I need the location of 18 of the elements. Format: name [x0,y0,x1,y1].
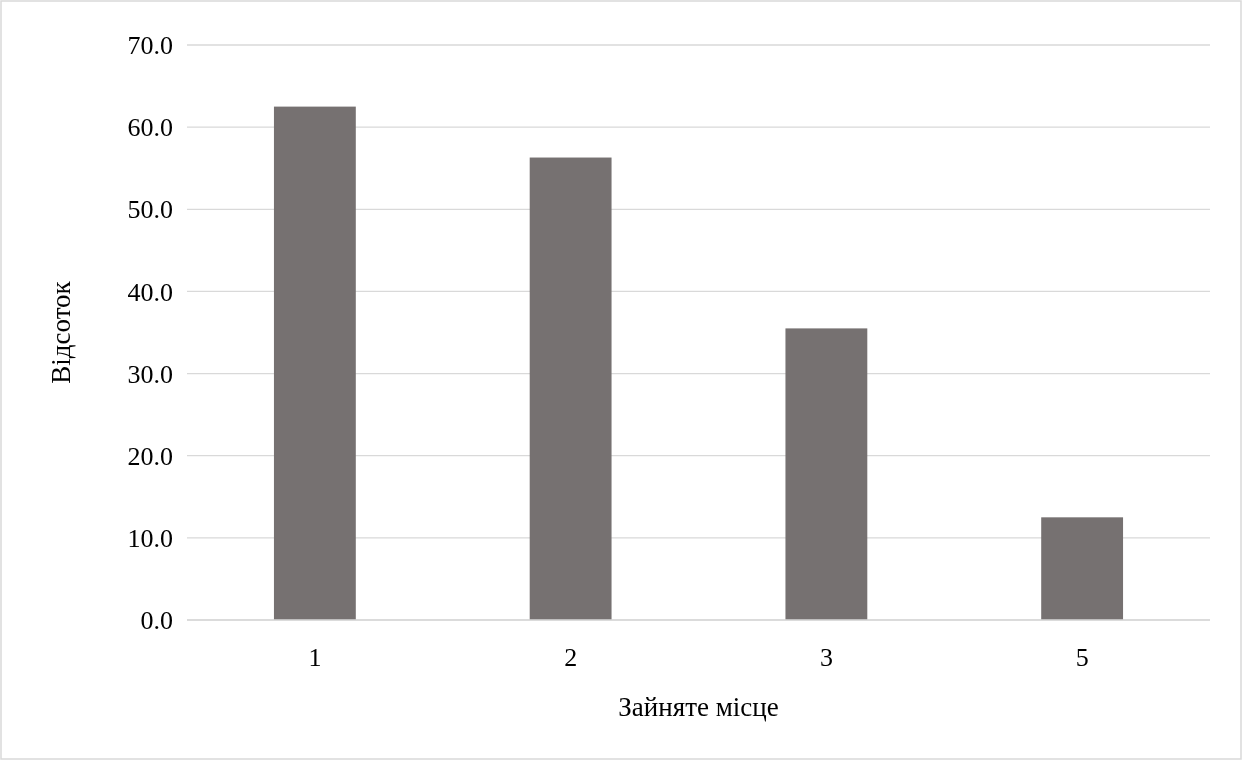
y-axis-title: Відсоток [46,280,76,384]
x-tick-label: 5 [1075,643,1089,672]
y-tick-label: 70.0 [127,31,173,61]
y-tick-label: 30.0 [127,359,173,389]
x-tick-label: 2 [564,643,578,672]
bar [785,328,868,620]
y-tick-label: 0.0 [140,606,173,636]
bar [273,106,356,620]
x-tick-label: 1 [308,643,322,672]
y-tick-label: 50.0 [127,195,173,225]
y-tick-label: 20.0 [127,441,173,471]
y-tick-label: 10.0 [127,523,173,553]
bar [529,157,612,620]
y-tick-label: 60.0 [127,113,173,143]
x-tick-label: 3 [819,643,833,672]
y-tick-label: 40.0 [127,277,173,307]
x-axis-title: Зайняте місце [618,692,779,722]
bar [1041,517,1124,620]
